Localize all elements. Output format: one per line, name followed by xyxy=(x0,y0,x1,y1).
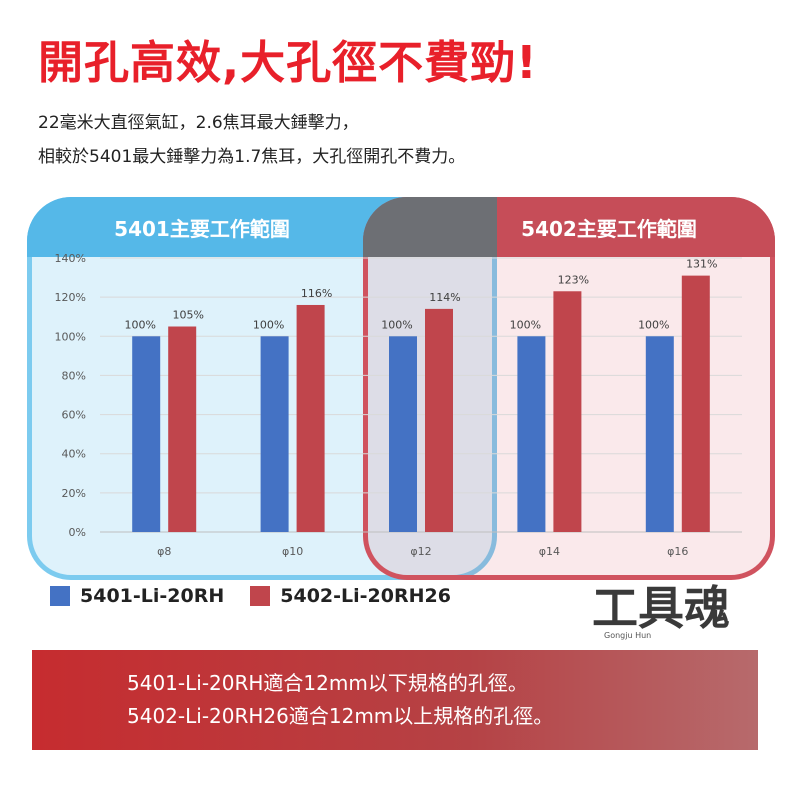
region-overlap xyxy=(363,197,497,257)
legend-label-5401: 5401-Li-20RH xyxy=(80,585,225,607)
banner-line-2: 5402-Li-20RH26適合12mm以上規格的孔徑。 xyxy=(127,704,554,728)
bar-5401-2 xyxy=(260,336,289,532)
legend-item-5402: 5402-Li-20RH26 xyxy=(250,585,451,607)
chart-bars: 100% 105% 100% 116% 100% 114% 100% 123% 100% 131% xyxy=(124,258,718,532)
chart-legend: 5401-Li-20RH 5402-Li-20RH26 xyxy=(50,582,465,610)
data-label: 100% xyxy=(124,318,155,331)
intro-text: 22毫米大直徑氣缸，2.6焦耳最大錘擊力， 相較於5401最大錘擊力為1.7焦耳… xyxy=(38,106,465,174)
x-tick-label: φ12 xyxy=(410,545,431,558)
y-tick-label: 120% xyxy=(55,291,86,304)
legend-label-5402: 5402-Li-20RH26 xyxy=(280,585,451,607)
y-tick-label: 140% xyxy=(55,252,86,265)
y-tick-label: 20% xyxy=(62,487,86,500)
data-label: 100% xyxy=(381,318,412,331)
bar-5401-1 xyxy=(132,336,161,532)
x-tick-label: φ16 xyxy=(667,545,688,558)
brand-logo: 工具魂 Gongju Hun xyxy=(592,581,730,640)
bar-5401-4 xyxy=(517,336,546,532)
chart-grid xyxy=(100,257,742,533)
y-tick-label: 60% xyxy=(62,409,86,422)
intro-line-1: 22毫米大直徑氣缸，2.6焦耳最大錘擊力， xyxy=(38,113,359,133)
data-label: 116% xyxy=(301,287,332,300)
bar-5401-5 xyxy=(645,336,674,532)
data-label: 100% xyxy=(510,318,541,331)
data-label: 100% xyxy=(638,318,669,331)
bar-5402-1 xyxy=(168,326,197,532)
data-label: 114% xyxy=(429,291,460,304)
conclusion-banner: 5401-Li-20RH適合12mm以下規格的孔徑。 5402-Li-20RH2… xyxy=(32,650,758,750)
bar-5402-3 xyxy=(425,308,453,532)
brand-logo-subtext: Gongju Hun xyxy=(604,631,651,640)
data-label: 100% xyxy=(253,318,284,331)
y-tick-label: 100% xyxy=(55,330,86,343)
legend-swatch-5401 xyxy=(50,586,70,606)
x-tick-label: φ8 xyxy=(157,545,171,558)
data-label: 105% xyxy=(172,309,203,322)
bar-5402-5 xyxy=(681,275,710,532)
y-tick-label: 0% xyxy=(69,526,86,539)
y-tick-label: 80% xyxy=(62,369,86,382)
x-tick-label: φ10 xyxy=(282,545,303,558)
y-axis: 0% 20% 40% 60% 80% 100% 120% 140% xyxy=(55,252,86,539)
brand-logo-text: 工具魂 xyxy=(592,581,730,635)
legend-item-5401: 5401-Li-20RH xyxy=(50,585,224,607)
data-label: 131% xyxy=(686,258,717,271)
bar-5402-4 xyxy=(553,291,582,532)
legend-swatch-5402 xyxy=(250,586,271,606)
bar-5401-3 xyxy=(389,336,417,532)
data-label: 123% xyxy=(558,273,589,286)
x-tick-label: φ14 xyxy=(539,545,560,558)
headline: 開孔高效,大孔徑不費勁! xyxy=(38,36,538,89)
banner-line-1: 5401-Li-20RH適合12mm以下規格的孔徑。 xyxy=(127,671,528,695)
y-tick-label: 40% xyxy=(62,448,86,461)
intro-line-2: 相較於5401最大錘擊力為1.7焦耳，大孔徑開孔不費力。 xyxy=(38,147,466,167)
bar-5402-2 xyxy=(296,304,325,532)
x-axis: φ8 φ10 φ12 φ14 φ16 xyxy=(157,545,688,558)
